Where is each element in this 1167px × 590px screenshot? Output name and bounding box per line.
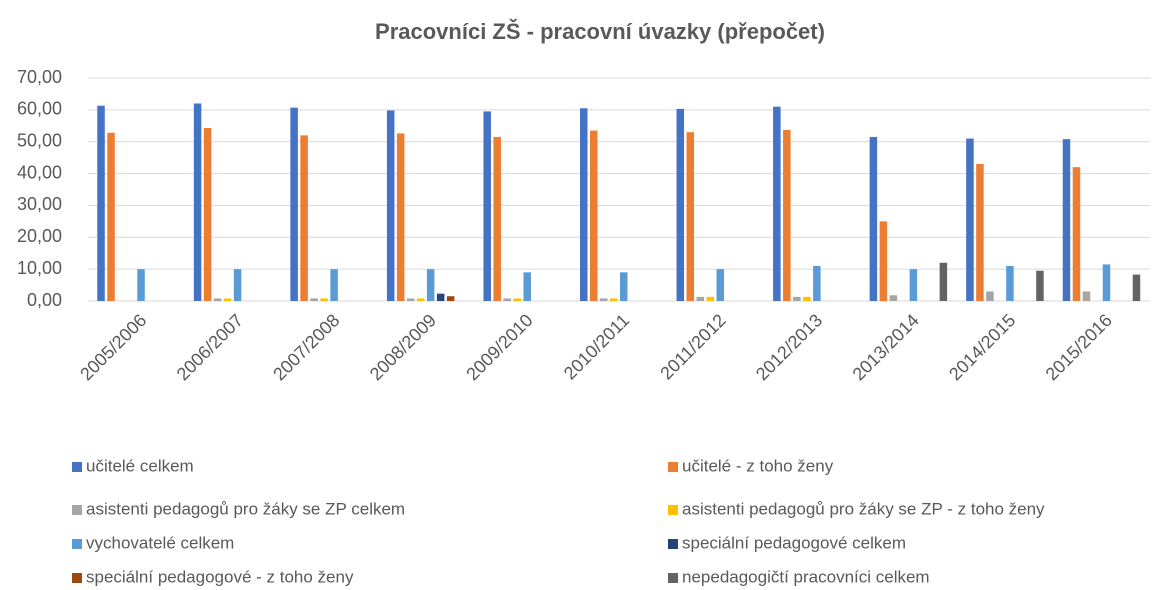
x-tick-label: 2006/2007 xyxy=(173,310,247,384)
bar xyxy=(513,298,521,301)
x-tick-label: 2010/2011 xyxy=(560,310,633,383)
bar xyxy=(986,291,994,301)
bar xyxy=(610,298,618,301)
x-tick-label: 2007/2008 xyxy=(269,310,343,384)
bar xyxy=(523,272,531,301)
x-tick-label: 2005/2006 xyxy=(76,310,150,384)
bar xyxy=(590,130,598,301)
legend-label: asistenti pedagogů pro žáky se ZP - z to… xyxy=(682,499,1045,518)
legend-swatch xyxy=(72,539,82,549)
bar xyxy=(213,298,222,301)
legend-swatch xyxy=(668,462,678,472)
legend-swatch xyxy=(72,573,82,583)
bar xyxy=(483,111,491,301)
bar xyxy=(879,221,888,301)
bar xyxy=(1036,270,1044,301)
legend-label: speciální pedagogové celkem xyxy=(682,533,906,552)
bar xyxy=(386,110,395,301)
bar xyxy=(1006,265,1014,301)
y-tick-label: 50,00 xyxy=(17,130,62,150)
bar xyxy=(426,269,435,301)
y-tick-label: 60,00 xyxy=(17,99,62,119)
bar xyxy=(193,103,202,301)
bar xyxy=(773,106,781,302)
bar xyxy=(600,298,608,301)
x-tick-label: 2013/2014 xyxy=(849,310,923,384)
bar xyxy=(97,105,105,301)
bar xyxy=(406,298,415,301)
bar xyxy=(416,298,425,301)
legend-label: učitelé celkem xyxy=(86,456,194,475)
bar xyxy=(1132,274,1141,301)
legend-swatch xyxy=(72,462,82,472)
x-tick-label: 2014/2015 xyxy=(945,310,1019,384)
bar xyxy=(783,129,791,301)
bar xyxy=(966,138,974,301)
bar xyxy=(793,296,801,301)
bar xyxy=(300,135,308,301)
legend-swatch xyxy=(668,539,678,549)
bar xyxy=(1082,291,1091,301)
legend-label: učitelé - z toho ženy xyxy=(682,456,834,475)
bar xyxy=(1062,139,1071,301)
bar xyxy=(290,107,298,302)
x-tick-label: 2009/2010 xyxy=(462,310,536,384)
x-tick-label: 2008/2009 xyxy=(366,310,440,384)
legend-label: vychovatelé celkem xyxy=(86,533,234,552)
y-tick-label: 40,00 xyxy=(17,162,62,182)
bar xyxy=(1072,167,1081,301)
bar xyxy=(803,296,811,301)
bar xyxy=(320,298,328,301)
x-tick-label: 2011/2012 xyxy=(656,310,729,383)
legend-label: asistenti pedagogů pro žáky se ZP celkem xyxy=(86,499,405,518)
bar xyxy=(686,132,695,301)
legend-swatch xyxy=(668,573,678,583)
y-tick-label: 10,00 xyxy=(17,258,62,278)
bar xyxy=(889,295,898,301)
bar xyxy=(813,265,821,301)
bar xyxy=(716,269,725,301)
bar xyxy=(233,269,242,301)
chart-title: Pracovníci ZŠ - pracovní úvazky (přepoče… xyxy=(375,19,825,44)
bar xyxy=(1102,264,1111,301)
bar xyxy=(696,296,705,301)
bar xyxy=(330,269,338,301)
bar xyxy=(620,272,628,301)
bar xyxy=(203,128,212,301)
bar xyxy=(939,262,948,301)
bar xyxy=(223,298,232,301)
bar xyxy=(503,298,511,301)
x-tick-label: 2012/2013 xyxy=(752,310,826,384)
bar xyxy=(310,298,318,301)
legend-label: nepedagogičtí pracovníci celkem xyxy=(682,567,930,586)
bar xyxy=(580,108,588,301)
y-tick-label: 0,00 xyxy=(27,290,62,310)
legend-label: speciální pedagogové - z toho ženy xyxy=(86,567,354,586)
x-tick-label: 2015/2016 xyxy=(1042,310,1116,384)
bar xyxy=(909,269,918,301)
legend-swatch xyxy=(72,505,82,515)
bar xyxy=(676,108,685,301)
bar xyxy=(869,136,878,301)
legend-swatch xyxy=(668,505,678,515)
bar xyxy=(493,136,501,301)
bar xyxy=(706,296,715,301)
y-tick-label: 20,00 xyxy=(17,226,62,246)
bar xyxy=(446,296,455,301)
bar xyxy=(436,293,445,301)
bar xyxy=(976,164,984,301)
bar xyxy=(396,133,405,301)
y-tick-label: 30,00 xyxy=(17,194,62,214)
bar xyxy=(107,132,115,301)
bar xyxy=(137,269,145,301)
y-tick-label: 70,00 xyxy=(17,67,62,87)
